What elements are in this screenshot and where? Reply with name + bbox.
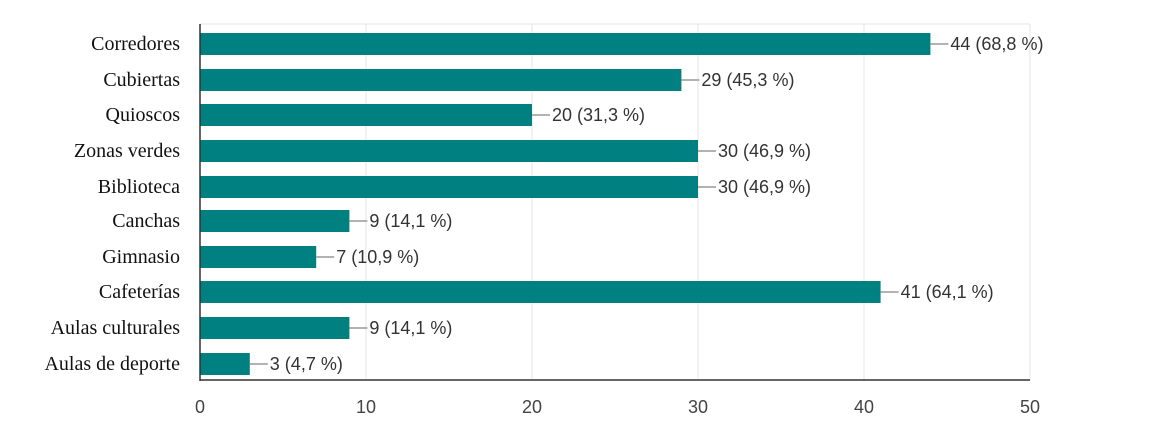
- data-label: 30 (46,9 %): [718, 177, 811, 197]
- x-tick-label: 40: [854, 397, 874, 417]
- category-label: Aulas de deporte: [44, 353, 180, 375]
- category-label: Canchas: [112, 210, 180, 232]
- data-label: 9 (14,1 %): [369, 211, 452, 231]
- bar: [200, 140, 698, 162]
- data-label: 9 (14,1 %): [369, 318, 452, 338]
- axes: [199, 24, 1030, 381]
- bars: [200, 33, 949, 375]
- category-label: Cubiertas: [103, 69, 180, 91]
- category-label: Biblioteca: [98, 176, 180, 198]
- bar: [200, 104, 532, 126]
- bar: [200, 176, 698, 198]
- data-label: 29 (45,3 %): [701, 70, 794, 90]
- bar: [200, 69, 682, 91]
- category-label: Cafeterías: [99, 281, 180, 303]
- category-label: Gimnasio: [102, 246, 180, 268]
- data-label: 41 (64,1 %): [901, 282, 994, 302]
- bar: [200, 353, 250, 375]
- bar: [200, 281, 881, 303]
- x-tick-label: 0: [195, 397, 205, 417]
- data-label: 30 (46,9 %): [718, 141, 811, 161]
- data-label: 44 (68,8 %): [950, 34, 1043, 54]
- category-label: Zonas verdes: [74, 140, 180, 162]
- bar: [200, 317, 350, 339]
- x-tick-label: 20: [522, 397, 542, 417]
- data-label: 20 (31,3 %): [552, 105, 645, 125]
- category-label: Quioscos: [106, 104, 181, 126]
- bar: [200, 210, 350, 232]
- data-label: 7 (10,9 %): [336, 247, 419, 267]
- data-label: 3 (4,7 %): [270, 354, 343, 374]
- category-label: Corredores: [91, 33, 180, 55]
- bar: [200, 33, 931, 55]
- x-tick-label: 10: [356, 397, 376, 417]
- category-label: Aulas culturales: [51, 317, 181, 339]
- x-tick-label: 50: [1020, 397, 1040, 417]
- labels: 0 10 20 30 40 50 44 (68,8 %) Corredores 29 (45,3…: [44, 33, 1043, 417]
- bar: [200, 246, 317, 268]
- x-tick-label: 30: [688, 397, 708, 417]
